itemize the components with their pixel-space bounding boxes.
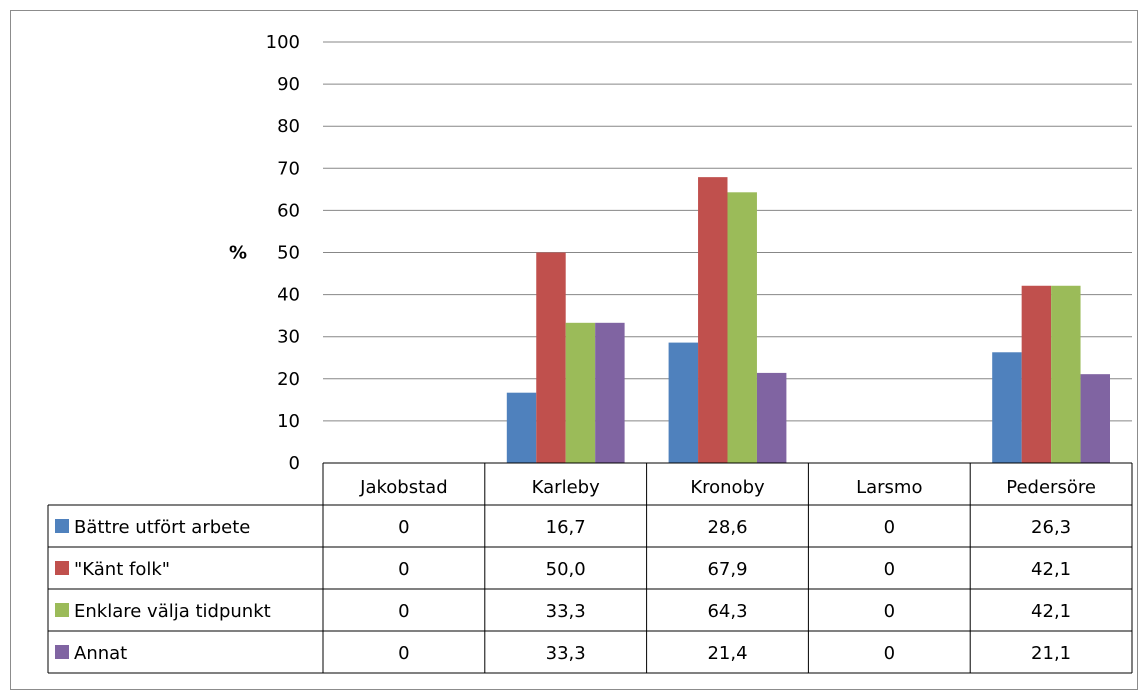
legend-label: Annat	[74, 643, 127, 664]
legend-label: Enklare välja tidpunkt	[74, 601, 271, 622]
y-tick-label: 80	[277, 116, 300, 137]
y-tick-label: 50	[277, 243, 300, 264]
y-tick-label: 70	[277, 158, 300, 179]
bar-4-0	[992, 352, 1022, 463]
data-table-cell: 33,3	[546, 643, 586, 664]
y-tick-label: 30	[277, 327, 300, 348]
category-label: Jakobstad	[359, 477, 447, 498]
y-tick-label: 60	[277, 200, 300, 221]
bar-1-2	[565, 322, 596, 463]
data-table-cell: 67,9	[707, 559, 747, 580]
legend-label: Bättre utfört arbete	[74, 517, 250, 538]
legend-label: "Känt folk"	[74, 559, 170, 580]
data-table-cell: 0	[398, 601, 409, 622]
y-axis-label: %	[229, 243, 247, 264]
data-table-cell: 42,1	[1031, 601, 1071, 622]
data-table-cell: 0	[398, 517, 409, 538]
bar-2-1	[698, 177, 728, 464]
y-tick-label: 0	[289, 453, 300, 474]
data-table-cell: 42,1	[1031, 559, 1071, 580]
data-table-cell: 0	[398, 559, 409, 580]
data-table-cell: 16,7	[546, 517, 586, 538]
bar-chart-with-data-table: 0 10 20 30 40 50 60 70 80 90 100% Jakobstad Karleby K…	[47, 32, 1133, 674]
bar-4-1	[1021, 285, 1052, 463]
data-table-cell: 50,0	[546, 559, 586, 580]
y-tick-label: 20	[277, 369, 300, 390]
bar-1-1	[536, 252, 566, 463]
data-table-cell: 33,3	[546, 601, 586, 622]
y-tick-label: 40	[277, 285, 300, 306]
data-table-cell: 0	[884, 517, 895, 538]
y-tick-label: 90	[277, 74, 300, 95]
data-table-cell: 0	[884, 559, 895, 580]
data-table-cell: 0	[884, 643, 895, 664]
bar-4-2	[1051, 285, 1081, 463]
y-tick-label: 100	[266, 32, 300, 53]
bar-4-3	[1080, 374, 1110, 463]
bar-1-0	[506, 392, 537, 463]
bar-2-2	[727, 192, 757, 463]
category-label: Pedersöre	[1006, 477, 1096, 498]
data-table-cell: 21,4	[707, 643, 747, 664]
category-label: Kronoby	[690, 477, 765, 498]
y-tick-label: 10	[277, 411, 300, 432]
legend-swatch	[55, 603, 69, 617]
legend-swatch	[55, 645, 69, 659]
data-table-cell: 0	[398, 643, 409, 664]
bar-1-3	[595, 322, 625, 463]
bar-2-3	[756, 372, 787, 463]
data-table-cell: 64,3	[707, 601, 747, 622]
data-table-cell: 26,3	[1031, 517, 1071, 538]
bar-2-0	[668, 342, 699, 463]
data-table-cell: 0	[884, 601, 895, 622]
legend-swatch	[55, 519, 69, 533]
category-label: Larsmo	[856, 477, 922, 498]
category-label: Karleby	[532, 477, 600, 498]
data-table-cell: 28,6	[707, 517, 747, 538]
data-table-cell: 21,1	[1031, 643, 1071, 664]
legend-swatch	[55, 561, 69, 575]
